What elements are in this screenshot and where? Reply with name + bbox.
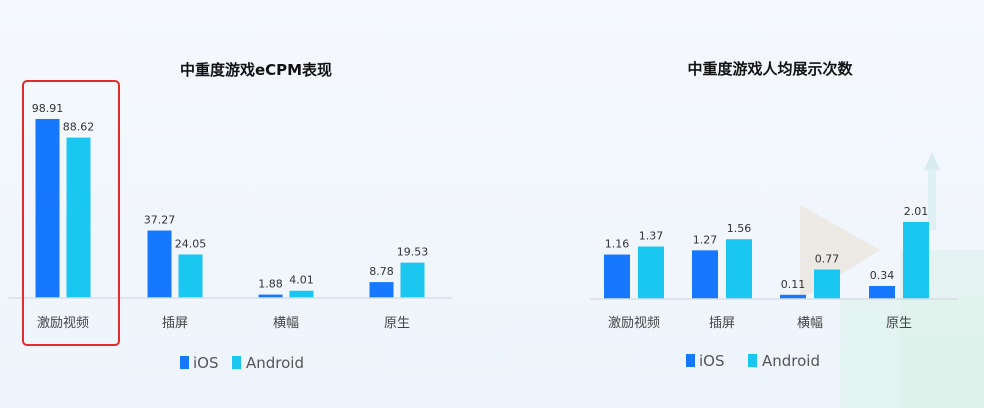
category-labels-impressions: 激励视频 插屏 横幅 原生 <box>608 316 912 331</box>
highlight-box <box>22 80 120 346</box>
bar-android-2 <box>178 254 203 298</box>
legend-swatch-android <box>232 356 241 369</box>
value-label-android-4: 19.53 <box>397 246 429 259</box>
bar-ios-4 <box>869 285 895 299</box>
bar-android-3 <box>814 269 840 299</box>
value-label-ios-4: 8.78 <box>369 265 394 278</box>
category-label-1: 激励视频 <box>608 316 660 331</box>
category-labels-ecpm: 激励视频 插屏 横幅 原生 <box>37 316 410 331</box>
bar-android-3 <box>289 290 314 298</box>
legend-ecpm: iOS Android <box>180 354 304 372</box>
bar-ios-3 <box>780 294 806 299</box>
bar-ios-3 <box>258 294 283 298</box>
category-label-2: 插屏 <box>162 316 188 331</box>
bar-android-4 <box>400 262 425 298</box>
bar-ios-4 <box>369 282 394 298</box>
value-label-ios-2: 37.27 <box>144 214 176 227</box>
value-label-android-3: 0.77 <box>815 253 840 266</box>
bar-android-1 <box>638 246 664 299</box>
value-label-android-1: 88.62 <box>63 121 95 134</box>
value-label-ios-4: 0.34 <box>870 269 895 282</box>
category-label-3: 横幅 <box>273 316 299 331</box>
bar-android-1 <box>66 137 91 298</box>
legend-impressions: iOS Android <box>686 352 820 370</box>
value-label-android-2: 24.05 <box>175 237 207 250</box>
legend-label-android: Android <box>762 352 820 370</box>
value-label-ios-3: 0.11 <box>781 278 806 291</box>
value-label-ios-3: 1.88 <box>258 278 283 291</box>
category-label-4: 原生 <box>886 316 912 331</box>
legend-swatch-android <box>748 354 757 367</box>
bar-ios-2 <box>692 250 718 299</box>
bar-ios-1 <box>35 118 60 298</box>
legend-label-android: Android <box>246 354 304 372</box>
legend-label-ios: iOS <box>193 354 219 372</box>
value-label-android-4: 2.01 <box>904 205 929 218</box>
bars-impressions: 1.16 1.37 1.27 1.56 0.11 0.77 0.34 2.01 <box>604 205 929 299</box>
legend-swatch-ios <box>686 354 695 367</box>
bar-ios-1 <box>604 254 630 299</box>
chart-impressions: 中重度游戏人均展示次数 1.16 1.37 1.27 1.56 0.11 0.77 0.34… <box>590 60 958 370</box>
value-label-ios-2: 1.27 <box>693 233 718 246</box>
bar-android-2 <box>726 239 752 299</box>
bar-ios-2 <box>147 230 172 298</box>
value-label-ios-1: 98.91 <box>32 102 64 115</box>
value-label-ios-1: 1.16 <box>605 238 630 251</box>
chart-ecpm: 中重度游戏eCPM表现 98.91 88.62 37.27 24.05 1.88 4.01… <box>8 61 452 372</box>
category-label-2: 插屏 <box>709 316 735 331</box>
legend-label-ios: iOS <box>699 352 725 370</box>
category-label-3: 横幅 <box>797 316 823 331</box>
bar-android-4 <box>903 222 929 299</box>
chart-title-impressions: 中重度游戏人均展示次数 <box>687 60 853 78</box>
chart-title-ecpm: 中重度游戏eCPM表现 <box>180 61 332 79</box>
category-label-4: 原生 <box>384 316 410 331</box>
value-label-android-2: 1.56 <box>727 222 752 235</box>
category-label-1: 激励视频 <box>37 316 89 331</box>
legend-swatch-ios <box>180 356 189 369</box>
value-label-android-1: 1.37 <box>639 230 664 243</box>
value-label-android-3: 4.01 <box>289 274 314 287</box>
